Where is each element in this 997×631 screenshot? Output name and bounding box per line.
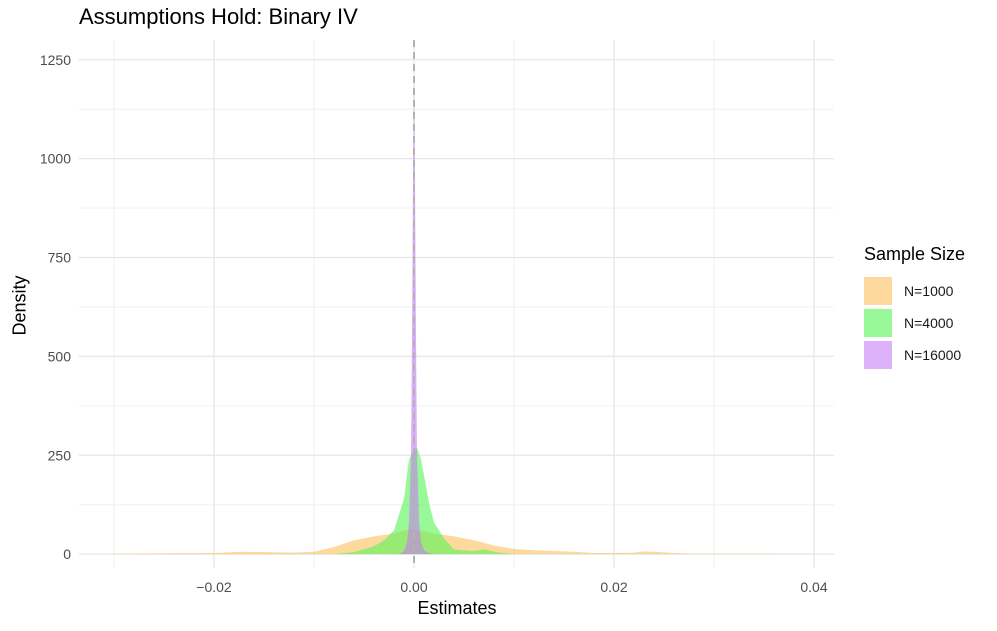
y-tick-label: 0: [63, 546, 71, 562]
density-area-n4000: [334, 447, 514, 555]
y-tick-label: 500: [48, 348, 72, 364]
y-tick-label: 750: [48, 250, 72, 266]
legend: Sample Size N=1000 N=4000 N=16000: [864, 244, 965, 371]
legend-item-n16000: N=16000: [864, 339, 965, 371]
y-tick-labels: 0 250 500 750 1000 1250: [40, 52, 71, 562]
density-areas: [114, 75, 814, 555]
y-tick-label: 1000: [40, 151, 71, 167]
y-tick-label: 250: [48, 447, 72, 463]
x-tick-label: 0.04: [800, 579, 827, 595]
y-tick-label: 1250: [40, 52, 71, 68]
legend-item-n1000: N=1000: [864, 275, 965, 307]
y-axis-label: Density: [9, 275, 30, 336]
legend-label-n4000: N=4000: [904, 315, 954, 331]
x-axis-label: Estimates: [417, 598, 497, 618]
legend-swatch-n4000: [864, 309, 892, 337]
legend-swatch-n1000: [864, 277, 892, 305]
legend-title: Sample Size: [864, 244, 966, 264]
legend-label-n1000: N=1000: [904, 283, 954, 299]
grid-lines: [79, 40, 834, 568]
x-tick-label: 0.00: [400, 579, 427, 595]
x-tick-labels: −0.02 0.00 0.02 0.04: [196, 579, 828, 595]
chart-title: Assumptions Hold: Binary IV: [79, 4, 358, 29]
legend-swatch-n16000: [864, 341, 892, 369]
x-tick-label: −0.02: [196, 579, 232, 595]
legend-label-n16000: N=16000: [904, 347, 962, 363]
x-tick-label: 0.02: [600, 579, 627, 595]
legend-item-n4000: N=4000: [864, 307, 965, 339]
density-area-n1000: [114, 529, 814, 555]
density-area-n16000: [399, 75, 434, 555]
